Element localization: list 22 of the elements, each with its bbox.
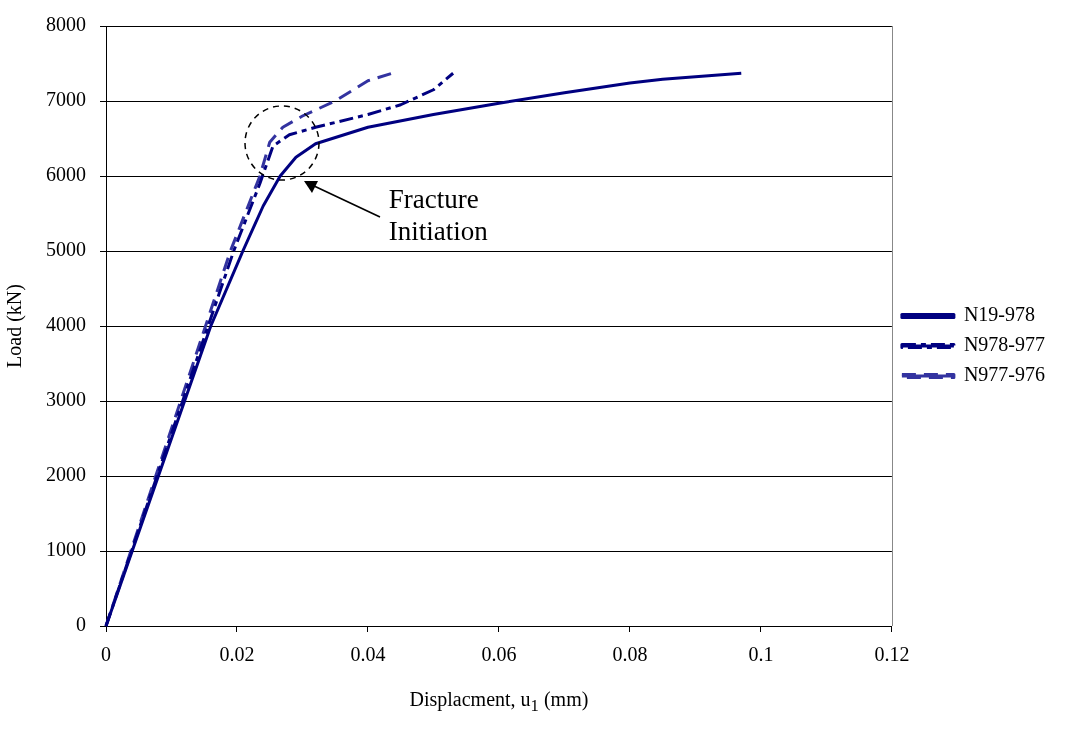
y-tick-label: 5000 <box>46 238 86 261</box>
x-axis-title: Displacment, u$_{1}$ (mm) <box>408 688 590 716</box>
x-tick-label: 0.1 <box>748 643 774 666</box>
legend-label: N19-978 <box>963 303 1036 326</box>
y-tick-label: 2000 <box>46 463 86 486</box>
x-tick-label: 0.12 <box>874 643 910 666</box>
x-tick-label: 0.02 <box>219 643 255 666</box>
y-tick-label: 6000 <box>46 163 86 186</box>
annotation: Fracture Initiation <box>388 183 489 248</box>
legend-label: N977-976 <box>963 363 1046 386</box>
legend-label: N978-977 <box>963 333 1046 356</box>
y-tick-label: 7000 <box>46 88 86 111</box>
x-tick-label: 0 <box>101 643 111 666</box>
y-tick-label: 8000 <box>46 13 86 36</box>
y-tick-label: 3000 <box>46 388 86 411</box>
y-axis-title: Load (kN) <box>3 284 27 368</box>
x-tick-label: 0.08 <box>612 643 648 666</box>
x-tick-label: 0.06 <box>481 643 517 666</box>
y-tick-label: 0 <box>76 613 86 636</box>
x-tick-label: 0.04 <box>350 643 386 666</box>
y-tick-label: 4000 <box>46 313 86 336</box>
y-tick-label: 1000 <box>46 538 86 561</box>
